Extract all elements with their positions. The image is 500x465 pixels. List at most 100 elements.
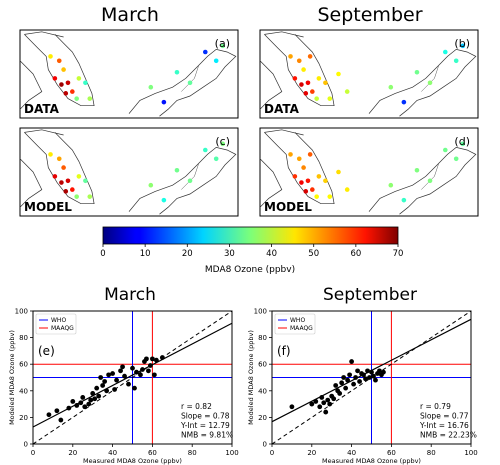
y-tick-label: 80 (19, 334, 28, 342)
station-point (65, 178, 71, 184)
scatter-point (313, 399, 319, 404)
scatter-point (369, 369, 374, 375)
station-point (323, 80, 328, 86)
station-point (388, 182, 394, 188)
colorbar-tick-label: 30 (224, 249, 235, 259)
column-title-march: March (101, 4, 159, 26)
state-border (421, 163, 440, 190)
station-point (288, 54, 293, 59)
map-panel-3: (c) MODEL (19, 127, 239, 217)
map-frame (19, 127, 239, 217)
station-point (401, 99, 407, 105)
legend-label: WHO (51, 317, 66, 324)
station-point (203, 49, 208, 55)
station-point (443, 147, 448, 153)
y-axis-label: Modeled MDA8 Ozone (ppbv) (8, 330, 16, 425)
scatter-point (130, 365, 135, 371)
y-tick-label: 100 (15, 308, 28, 316)
scatter-point (106, 372, 112, 378)
scatter-point (323, 409, 329, 415)
station-point (316, 174, 322, 179)
scatter-point (138, 372, 143, 378)
y-tick-label: 80 (258, 334, 267, 342)
station-point (307, 152, 313, 157)
scatter-point (319, 395, 325, 400)
border-outline (264, 31, 304, 38)
scatter-point (46, 412, 52, 418)
station-point (63, 91, 69, 96)
scatter-point (371, 373, 376, 379)
scatter-point (357, 379, 362, 384)
map-panel-label: (c) (215, 135, 230, 148)
scatter-point (132, 385, 137, 391)
colorbar-tick-label: 10 (140, 249, 151, 259)
scatter-panel-1: 0 20 40 60 80 100 0 20 40 60 80 100 Measured MDA8 Oz… (8, 308, 239, 465)
state-border (181, 163, 200, 190)
scatter-panel-label: (e) (38, 344, 55, 358)
scatter-point (114, 377, 119, 383)
x-tick-label: 80 (427, 449, 436, 457)
colorbar-tick-label: 20 (182, 249, 193, 259)
station-point (303, 189, 309, 194)
scatter-point (92, 396, 98, 402)
station-point (48, 152, 53, 157)
colorbar-tick-label: 60 (350, 249, 361, 259)
station-point (460, 141, 466, 147)
scatter-point (341, 375, 347, 380)
scatter-point (321, 400, 327, 406)
map-panels: (a) DATA (b) DATA (c) MODEL (d) MODEL (19, 29, 479, 217)
station-point (76, 174, 82, 179)
scatter-point (98, 375, 104, 380)
y-tick-label: 40 (19, 387, 28, 395)
colorbar: 0 10 20 30 40 50 60 70 MDA8 Ozone (ppbv) (100, 226, 404, 275)
stat-text: r = 0.79 (420, 402, 451, 411)
scatter-point (373, 377, 378, 383)
scatter-point (309, 401, 315, 407)
map-frame (259, 127, 479, 217)
stat-text: Y-Int = 16.76 (419, 421, 469, 430)
station-point (336, 169, 341, 175)
station-point (59, 180, 64, 185)
stat-text: Slope = 0.78 (181, 412, 230, 421)
station-point (296, 156, 302, 162)
y-tick-label: 60 (19, 361, 28, 369)
legend-label: MAAQG (51, 325, 74, 332)
scatter-point (353, 375, 358, 380)
map-frame (259, 29, 479, 119)
station-point (213, 156, 219, 162)
scatter-point (361, 372, 366, 378)
scatter-point (74, 403, 80, 408)
map-panel-1: (a) DATA (19, 29, 239, 119)
scatter-point (333, 383, 339, 388)
coast-outline (19, 60, 43, 110)
x-tick-label: 40 (347, 449, 356, 457)
station-point (76, 76, 82, 81)
station-point (292, 174, 298, 179)
colorbar-tick-label: 70 (393, 249, 404, 259)
scatter-point (367, 375, 372, 380)
station-point (187, 80, 193, 86)
scatter-point (337, 391, 343, 396)
y-tick-label: 100 (254, 308, 267, 316)
station-point (443, 49, 448, 55)
y-tick-label: 40 (258, 387, 267, 395)
station-point (288, 152, 293, 157)
x-tick-label: 80 (188, 449, 197, 457)
station-point (52, 76, 58, 81)
x-axis-label: Measured MDA8 Ozone (ppbv) (322, 457, 421, 465)
stat-text: NMB = 22.23% (420, 431, 477, 440)
y-tick-label: 0 (263, 441, 267, 449)
scatter-point (151, 372, 157, 378)
station-point (296, 58, 302, 64)
plot-frame (271, 310, 472, 445)
y-tick-label: 60 (258, 361, 267, 369)
scatter-point (351, 381, 356, 387)
scatter-point (325, 397, 331, 403)
border-outline (264, 129, 304, 136)
scatter-point (347, 372, 353, 378)
coast-outline (259, 158, 283, 208)
station-point (305, 80, 311, 86)
station-point (161, 197, 167, 203)
station-point (148, 84, 154, 90)
